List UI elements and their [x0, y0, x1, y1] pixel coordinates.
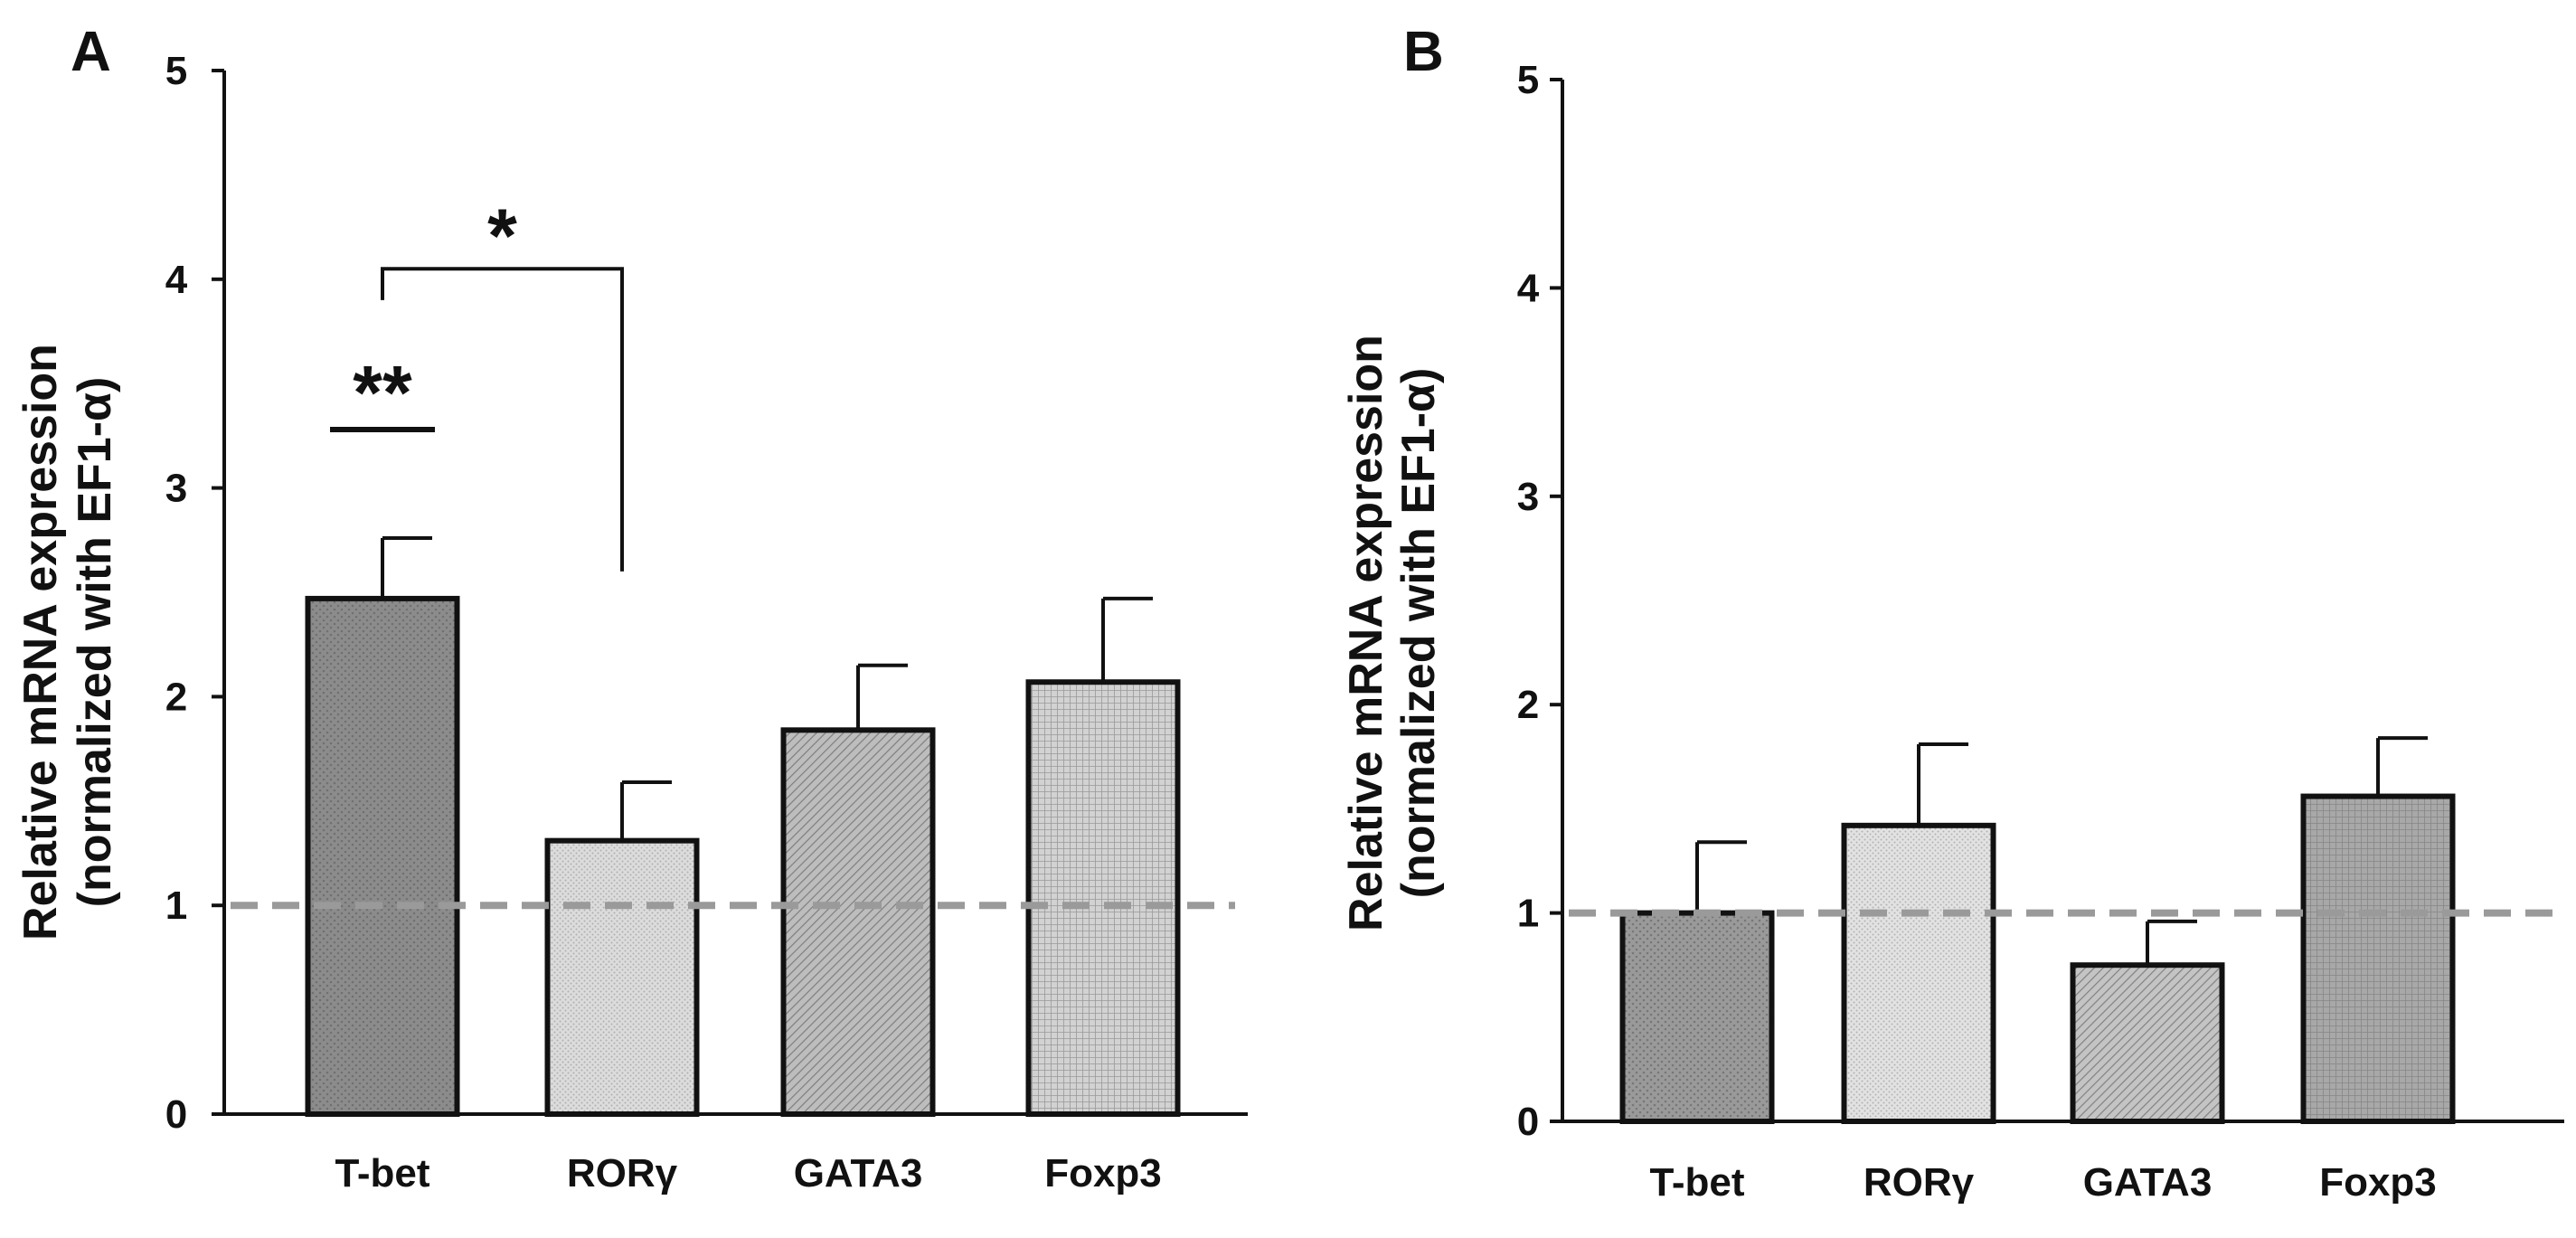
y-axis-label-b-line2: (normalized with EF1-α): [1392, 368, 1445, 899]
y-tick-label-b: 2: [1517, 683, 1539, 727]
y-tick-label-b: 1: [1517, 892, 1539, 936]
bar-texture-a: [783, 730, 933, 1114]
y-axis-label-a: Relative mRNA expression: [14, 344, 67, 940]
y-tick-label-a: 4: [165, 258, 188, 302]
significance-label: **: [353, 350, 412, 435]
y-tick-label-b: 0: [1517, 1100, 1539, 1144]
y-tick-label-a: 3: [165, 467, 187, 511]
x-category-label-b: Foxp3: [2319, 1160, 2437, 1205]
x-category-label-b: T-bet: [1649, 1160, 1744, 1205]
y-tick-label-b: 3: [1517, 475, 1539, 519]
bar-texture-a: [307, 598, 458, 1114]
y-axis-label-b: Relative mRNA expression: [1340, 335, 1392, 931]
bar-texture-a: [1028, 682, 1178, 1114]
y-tick-label-b: 4: [1517, 266, 1540, 310]
x-category-label-a: Foxp3: [1044, 1151, 1162, 1195]
y-tick-label-a: 2: [165, 675, 187, 719]
chart-panel-b: 0 1 2 3 4 5 T-bet RORγ GATA3 Foxp3: [1517, 58, 2564, 1205]
bar-texture-b: [1622, 912, 1772, 1121]
significance-bracket: [381, 267, 624, 572]
significance-label: *: [487, 193, 517, 278]
y-tick-label-a: 1: [165, 884, 187, 928]
x-category-label-a: GATA3: [794, 1151, 923, 1195]
bar-texture-b: [1844, 825, 1994, 1121]
bar-texture-b: [2072, 965, 2222, 1121]
x-category-label-b: GATA3: [2083, 1160, 2213, 1205]
x-category-label-a: RORγ: [567, 1151, 678, 1195]
bar-texture-b: [2303, 796, 2453, 1121]
y-tick-label-b: 5: [1517, 58, 1539, 102]
y-axis-label-a-line2: (normalized with EF1-α): [69, 377, 121, 908]
y-tick-label-a: 0: [165, 1092, 187, 1137]
x-category-label-a: T-bet: [335, 1151, 429, 1195]
bar-texture-a: [547, 840, 697, 1114]
x-category-label-b: RORγ: [1864, 1160, 1975, 1205]
panel-label-b: B: [1403, 21, 1444, 83]
panel-label-a: A: [71, 21, 111, 83]
y-tick-label-a: 5: [165, 49, 187, 93]
